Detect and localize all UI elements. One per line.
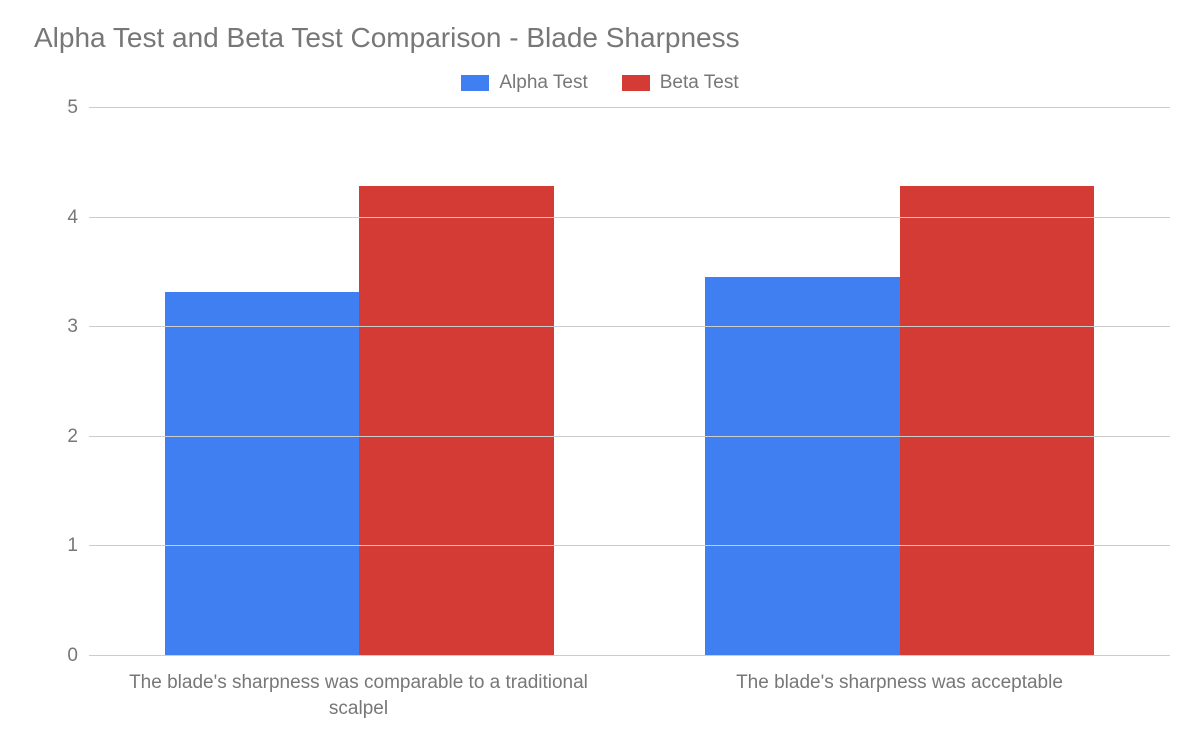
- gridline: [89, 655, 1170, 656]
- legend-swatch-beta: [622, 75, 650, 91]
- chart-title: Alpha Test and Beta Test Comparison - Bl…: [34, 22, 1170, 54]
- chart-container: Alpha Test and Beta Test Comparison - Bl…: [0, 0, 1200, 742]
- gridline: [89, 326, 1170, 327]
- plot-area: [88, 108, 1170, 656]
- legend-item-beta: Beta Test: [622, 72, 739, 94]
- gridline: [89, 436, 1170, 437]
- legend-item-alpha: Alpha Test: [461, 72, 587, 94]
- bar: [705, 277, 900, 656]
- legend-swatch-alpha: [461, 75, 489, 91]
- y-tick: 4: [67, 207, 78, 229]
- y-tick: 1: [67, 535, 78, 557]
- gridline: [89, 217, 1170, 218]
- bar-groups: [89, 108, 1170, 656]
- y-tick: 2: [67, 426, 78, 448]
- x-label: The blade's sharpness was comparable to …: [88, 670, 629, 721]
- legend: Alpha Test Beta Test: [30, 72, 1170, 94]
- y-axis: 012345: [30, 108, 88, 656]
- legend-label-alpha: Alpha Test: [499, 72, 587, 94]
- bar-group: [89, 108, 630, 656]
- bar: [900, 186, 1095, 656]
- x-label: The blade's sharpness was acceptable: [629, 670, 1170, 721]
- legend-label-beta: Beta Test: [660, 72, 739, 94]
- y-tick: 5: [67, 97, 78, 119]
- plot-row: 012345: [30, 108, 1170, 656]
- bar-group: [630, 108, 1171, 656]
- y-tick: 3: [67, 316, 78, 338]
- x-axis: The blade's sharpness was comparable to …: [88, 670, 1170, 721]
- gridline: [89, 545, 1170, 546]
- bar: [359, 186, 554, 656]
- bar: [165, 292, 360, 656]
- gridline: [89, 107, 1170, 108]
- y-tick: 0: [67, 645, 78, 667]
